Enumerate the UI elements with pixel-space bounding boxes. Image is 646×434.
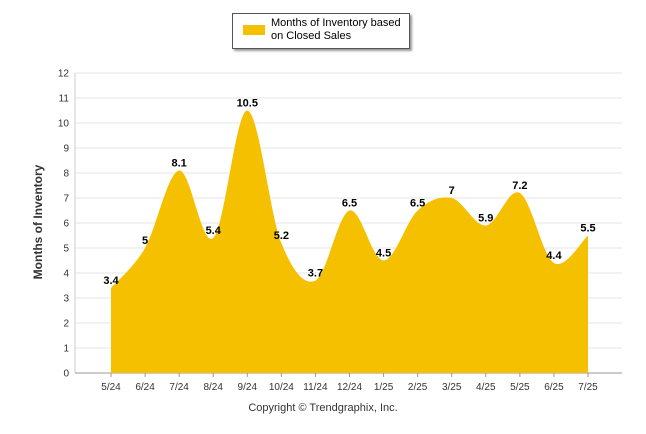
data-label: 4.5 [376,248,391,260]
x-tick-label: 4/25 [476,382,496,393]
y-tick-label: 1 [63,344,69,355]
data-label: 3.4 [103,275,119,287]
data-label: 7.2 [512,180,527,192]
y-tick-label: 10 [58,119,70,130]
y-axis-title: Months of Inventory [31,164,45,280]
x-tick-label: 6/25 [544,382,564,393]
y-tick-label: 3 [63,294,69,305]
data-label: 5.4 [206,225,222,237]
y-tick-label: 12 [58,69,70,80]
y-tick-label: 0 [63,369,69,380]
data-label: 5.9 [478,213,493,225]
x-tick-label: 11/24 [303,382,328,393]
x-tick-label: 7/24 [169,382,189,393]
copyright-text: Copyright © Trendgraphix, Inc. [248,402,398,414]
x-tick-label: 2/25 [408,382,428,393]
legend-swatch [243,25,265,35]
data-label: 6.5 [342,198,357,210]
legend-label: Months of Inventory based on Closed Sale… [271,17,401,42]
x-tick-label: 5/24 [101,382,121,393]
y-tick-label: 4 [63,269,69,280]
data-label: 5 [142,235,148,247]
x-tick-label: 12/24 [337,382,362,393]
y-tick-label: 7 [63,194,69,205]
data-label: 7 [449,185,455,197]
x-tick-label: 5/25 [510,382,530,393]
data-label: 10.5 [237,98,258,110]
data-label: 6.5 [410,198,425,210]
area-series [111,110,588,373]
y-tick-label: 8 [63,169,69,180]
data-label: 8.1 [171,158,186,170]
legend: Months of Inventory based on Closed Sale… [232,13,410,49]
y-tick-label: 9 [63,144,69,155]
x-tick-label: 10/24 [269,382,294,393]
y-tick-label: 11 [59,94,70,105]
y-tick-label: 2 [63,319,69,330]
data-label: 3.7 [308,268,323,280]
x-tick-label: 1/25 [374,382,394,393]
x-tick-label: 7/25 [578,382,598,393]
x-tick-label: 3/25 [442,382,462,393]
y-tick-label: 6 [63,219,69,230]
data-label: 5.2 [274,230,289,242]
y-tick-label: 5 [63,244,69,255]
x-tick-label: 6/24 [135,382,155,393]
data-label: 4.4 [546,250,562,262]
data-label: 5.5 [580,223,595,235]
x-tick-label: 9/24 [238,382,258,393]
x-tick-label: 8/24 [203,382,223,393]
